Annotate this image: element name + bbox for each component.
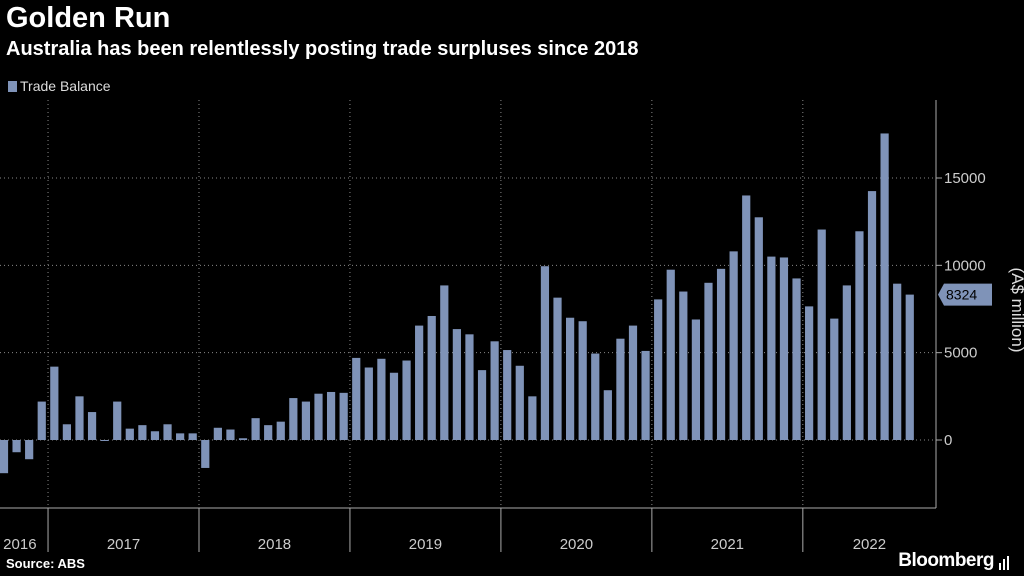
bar	[0, 440, 9, 474]
bar	[805, 306, 814, 440]
bar	[326, 391, 336, 440]
bar	[339, 392, 348, 440]
chart-title: Golden Run	[6, 2, 171, 34]
bar	[113, 401, 122, 440]
bar	[767, 256, 776, 440]
bar	[125, 428, 134, 440]
y-tick-label: 0	[944, 432, 952, 449]
legend-label: Trade Balance	[20, 78, 111, 94]
last-value-label: 8324	[946, 287, 977, 303]
source-note: Source: ABS	[6, 556, 85, 571]
bar	[238, 438, 248, 440]
bar	[389, 372, 399, 440]
bar	[402, 360, 411, 440]
x-tick-label: 2022	[853, 536, 886, 553]
bar	[691, 319, 700, 440]
bar	[50, 366, 59, 440]
bar	[754, 217, 763, 440]
bar	[75, 396, 84, 440]
bar	[842, 285, 851, 440]
last-value-badge	[938, 283, 992, 306]
bar	[364, 367, 373, 440]
bar	[150, 431, 160, 440]
bar	[578, 321, 587, 440]
bar	[553, 297, 562, 440]
bar	[880, 133, 889, 440]
legend-swatch	[8, 80, 17, 92]
bar	[641, 350, 650, 440]
bloomberg-bars-icon	[999, 556, 1009, 570]
y-tick-label: 15000	[944, 170, 986, 187]
bar	[490, 341, 499, 440]
bar	[138, 425, 147, 440]
bar	[566, 317, 575, 440]
bar	[704, 282, 713, 440]
bar	[440, 285, 449, 440]
x-tick-label: 2021	[711, 536, 744, 553]
bar	[729, 251, 738, 440]
bar	[742, 195, 751, 440]
x-tick-label: 2016	[3, 536, 36, 553]
bar	[867, 191, 877, 440]
bar	[855, 231, 864, 440]
x-tick-label: 2019	[409, 536, 442, 553]
bar	[62, 424, 71, 440]
bar	[465, 334, 474, 440]
x-tick-label: 2020	[560, 536, 593, 553]
bar	[603, 390, 612, 440]
bar	[540, 266, 550, 440]
bar	[163, 424, 172, 440]
bar	[628, 325, 638, 440]
bar	[276, 421, 285, 440]
bar	[251, 418, 260, 440]
y-axis-title: (A$ million)	[1008, 267, 1024, 352]
bar	[716, 268, 726, 440]
bar	[666, 269, 675, 440]
bar	[264, 425, 273, 440]
bar	[100, 440, 109, 441]
y-tick-label: 10000	[944, 257, 986, 274]
x-tick-label: 2017	[107, 536, 140, 553]
legend: Trade Balance	[8, 78, 111, 94]
bloomberg-logo: Bloomberg	[898, 550, 994, 571]
bar	[515, 365, 524, 440]
bar	[654, 299, 663, 440]
bar	[176, 433, 185, 440]
bar	[314, 393, 323, 440]
bar	[188, 433, 197, 440]
x-tick-label: 2018	[258, 536, 291, 553]
bar	[87, 412, 97, 440]
bar	[679, 291, 688, 440]
bar	[427, 315, 436, 440]
bar	[37, 401, 46, 440]
bar	[905, 294, 914, 440]
bar	[616, 338, 625, 440]
bar	[503, 350, 512, 440]
bar	[830, 318, 839, 440]
bar	[893, 283, 902, 440]
bar	[817, 229, 826, 440]
bar	[289, 398, 298, 440]
bar	[792, 278, 801, 440]
bar	[779, 257, 789, 440]
bar	[201, 440, 210, 468]
bar	[477, 370, 487, 440]
bar	[591, 353, 600, 440]
bar	[452, 329, 461, 440]
bar	[301, 401, 311, 440]
y-tick-label: 5000	[944, 345, 977, 362]
bar	[25, 440, 34, 460]
bar	[528, 396, 537, 440]
bar	[226, 429, 235, 440]
chart-subtitle: Australia has been relentlessly posting …	[6, 38, 639, 60]
bar	[377, 358, 386, 440]
bar	[352, 357, 361, 440]
bar	[415, 325, 424, 440]
bar	[213, 427, 222, 440]
bar	[12, 440, 21, 453]
